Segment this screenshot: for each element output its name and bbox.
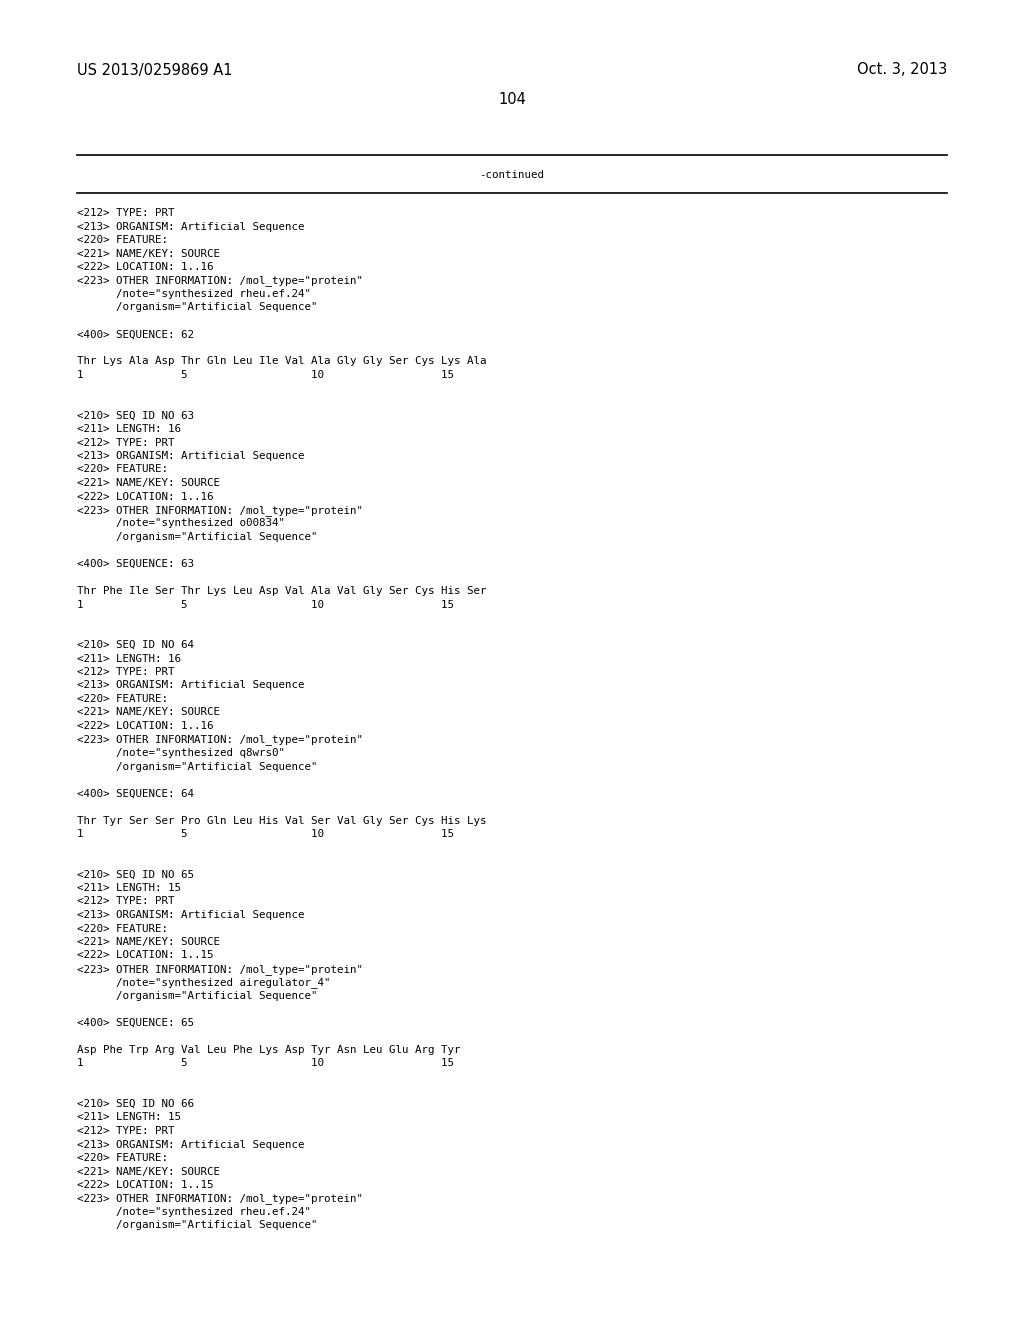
- Text: Oct. 3, 2013: Oct. 3, 2013: [857, 62, 947, 78]
- Text: <211> LENGTH: 15: <211> LENGTH: 15: [77, 1113, 181, 1122]
- Text: /organism="Artificial Sequence": /organism="Artificial Sequence": [77, 1221, 317, 1230]
- Text: <221> NAME/KEY: SOURCE: <221> NAME/KEY: SOURCE: [77, 248, 220, 259]
- Text: Thr Lys Ala Asp Thr Gln Leu Ile Val Ala Gly Gly Ser Cys Lys Ala: Thr Lys Ala Asp Thr Gln Leu Ile Val Ala …: [77, 356, 486, 367]
- Text: <221> NAME/KEY: SOURCE: <221> NAME/KEY: SOURCE: [77, 1167, 220, 1176]
- Text: <210> SEQ ID NO 64: <210> SEQ ID NO 64: [77, 640, 194, 649]
- Text: <212> TYPE: PRT: <212> TYPE: PRT: [77, 209, 174, 218]
- Text: <222> LOCATION: 1..16: <222> LOCATION: 1..16: [77, 491, 213, 502]
- Text: <223> OTHER INFORMATION: /mol_type="protein": <223> OTHER INFORMATION: /mol_type="prot…: [77, 1193, 362, 1204]
- Text: <221> NAME/KEY: SOURCE: <221> NAME/KEY: SOURCE: [77, 478, 220, 488]
- Text: <220> FEATURE:: <220> FEATURE:: [77, 924, 168, 933]
- Text: <223> OTHER INFORMATION: /mol_type="protein": <223> OTHER INFORMATION: /mol_type="prot…: [77, 276, 362, 286]
- Text: <213> ORGANISM: Artificial Sequence: <213> ORGANISM: Artificial Sequence: [77, 909, 304, 920]
- Text: <212> TYPE: PRT: <212> TYPE: PRT: [77, 896, 174, 907]
- Text: /note="synthesized o00834": /note="synthesized o00834": [77, 519, 285, 528]
- Text: 1               5                   10                  15: 1 5 10 15: [77, 599, 454, 610]
- Text: <400> SEQUENCE: 65: <400> SEQUENCE: 65: [77, 1018, 194, 1028]
- Text: <223> OTHER INFORMATION: /mol_type="protein": <223> OTHER INFORMATION: /mol_type="prot…: [77, 964, 362, 975]
- Text: <213> ORGANISM: Artificial Sequence: <213> ORGANISM: Artificial Sequence: [77, 681, 304, 690]
- Text: /note="synthesized rheu.ef.24": /note="synthesized rheu.ef.24": [77, 1206, 311, 1217]
- Text: 1               5                   10                  15: 1 5 10 15: [77, 829, 454, 840]
- Text: US 2013/0259869 A1: US 2013/0259869 A1: [77, 62, 232, 78]
- Text: <221> NAME/KEY: SOURCE: <221> NAME/KEY: SOURCE: [77, 708, 220, 718]
- Text: <222> LOCATION: 1..15: <222> LOCATION: 1..15: [77, 1180, 213, 1191]
- Text: <210> SEQ ID NO 65: <210> SEQ ID NO 65: [77, 870, 194, 879]
- Text: <221> NAME/KEY: SOURCE: <221> NAME/KEY: SOURCE: [77, 937, 220, 946]
- Text: <211> LENGTH: 16: <211> LENGTH: 16: [77, 424, 181, 434]
- Text: /note="synthesized rheu.ef.24": /note="synthesized rheu.ef.24": [77, 289, 311, 300]
- Text: -continued: -continued: [479, 170, 545, 180]
- Text: <223> OTHER INFORMATION: /mol_type="protein": <223> OTHER INFORMATION: /mol_type="prot…: [77, 734, 362, 746]
- Text: <400> SEQUENCE: 63: <400> SEQUENCE: 63: [77, 558, 194, 569]
- Text: <220> FEATURE:: <220> FEATURE:: [77, 694, 168, 704]
- Text: <212> TYPE: PRT: <212> TYPE: PRT: [77, 667, 174, 677]
- Text: <400> SEQUENCE: 64: <400> SEQUENCE: 64: [77, 788, 194, 799]
- Text: /organism="Artificial Sequence": /organism="Artificial Sequence": [77, 532, 317, 543]
- Text: <222> LOCATION: 1..15: <222> LOCATION: 1..15: [77, 950, 213, 961]
- Text: <211> LENGTH: 15: <211> LENGTH: 15: [77, 883, 181, 894]
- Text: <213> ORGANISM: Artificial Sequence: <213> ORGANISM: Artificial Sequence: [77, 222, 304, 231]
- Text: <213> ORGANISM: Artificial Sequence: <213> ORGANISM: Artificial Sequence: [77, 1139, 304, 1150]
- Text: /note="synthesized q8wrs0": /note="synthesized q8wrs0": [77, 748, 285, 758]
- Text: <220> FEATURE:: <220> FEATURE:: [77, 1152, 168, 1163]
- Text: <220> FEATURE:: <220> FEATURE:: [77, 235, 168, 246]
- Text: Asp Phe Trp Arg Val Leu Phe Lys Asp Tyr Asn Leu Glu Arg Tyr: Asp Phe Trp Arg Val Leu Phe Lys Asp Tyr …: [77, 1045, 461, 1055]
- Text: <223> OTHER INFORMATION: /mol_type="protein": <223> OTHER INFORMATION: /mol_type="prot…: [77, 506, 362, 516]
- Text: /organism="Artificial Sequence": /organism="Artificial Sequence": [77, 302, 317, 313]
- Text: <222> LOCATION: 1..16: <222> LOCATION: 1..16: [77, 721, 213, 731]
- Text: <210> SEQ ID NO 63: <210> SEQ ID NO 63: [77, 411, 194, 421]
- Text: <210> SEQ ID NO 66: <210> SEQ ID NO 66: [77, 1100, 194, 1109]
- Text: <212> TYPE: PRT: <212> TYPE: PRT: [77, 437, 174, 447]
- Text: 1               5                   10                  15: 1 5 10 15: [77, 370, 454, 380]
- Text: /note="synthesized airegulator_4": /note="synthesized airegulator_4": [77, 978, 331, 989]
- Text: <212> TYPE: PRT: <212> TYPE: PRT: [77, 1126, 174, 1137]
- Text: 104: 104: [498, 92, 526, 107]
- Text: <213> ORGANISM: Artificial Sequence: <213> ORGANISM: Artificial Sequence: [77, 451, 304, 461]
- Text: /organism="Artificial Sequence": /organism="Artificial Sequence": [77, 991, 317, 1001]
- Text: <211> LENGTH: 16: <211> LENGTH: 16: [77, 653, 181, 664]
- Text: <222> LOCATION: 1..16: <222> LOCATION: 1..16: [77, 261, 213, 272]
- Text: /organism="Artificial Sequence": /organism="Artificial Sequence": [77, 762, 317, 771]
- Text: 1               5                   10                  15: 1 5 10 15: [77, 1059, 454, 1068]
- Text: Thr Tyr Ser Ser Pro Gln Leu His Val Ser Val Gly Ser Cys His Lys: Thr Tyr Ser Ser Pro Gln Leu His Val Ser …: [77, 816, 486, 825]
- Text: <220> FEATURE:: <220> FEATURE:: [77, 465, 168, 474]
- Text: Thr Phe Ile Ser Thr Lys Leu Asp Val Ala Val Gly Ser Cys His Ser: Thr Phe Ile Ser Thr Lys Leu Asp Val Ala …: [77, 586, 486, 597]
- Text: <400> SEQUENCE: 62: <400> SEQUENCE: 62: [77, 330, 194, 339]
